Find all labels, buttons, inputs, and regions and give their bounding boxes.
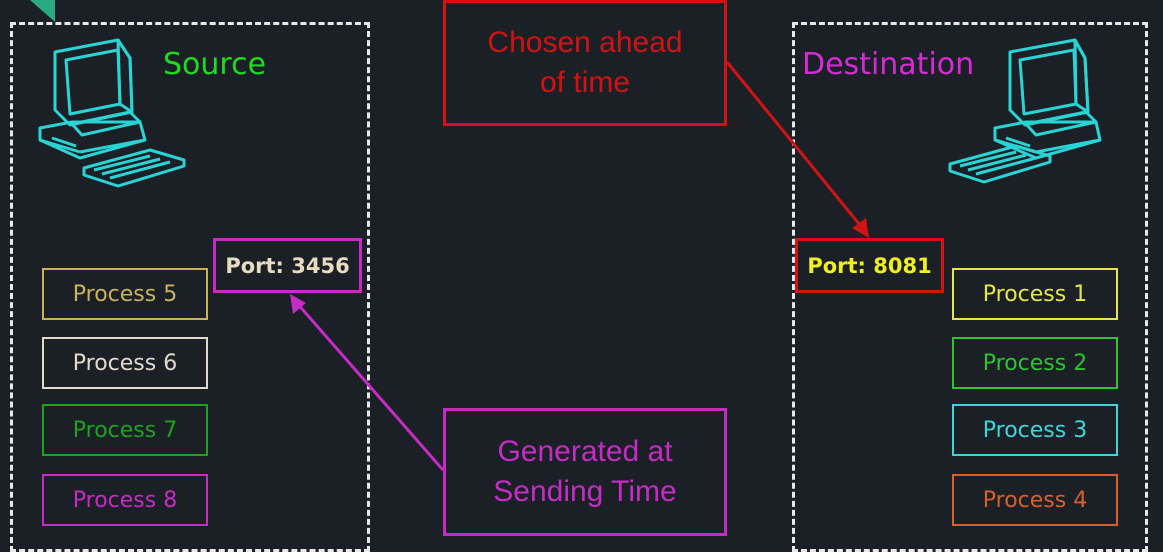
destination-container [792,22,1148,552]
source-port-label: Port: 3456 [213,238,362,293]
source-title: Source [163,47,267,82]
callout-bottom-line2: Sending Time [493,475,677,508]
chosen-ahead-callout: Chosen ahead of time [443,0,727,126]
generated-at-sending-time-callout: Generated at Sending Time [443,408,727,536]
destination-title: Destination [802,47,975,82]
destination-port-label: Port: 8081 [795,238,944,293]
callout-top-line1: Chosen ahead [487,26,683,59]
source-process-item: Process 6 [42,337,208,389]
source-process-item: Process 8 [42,474,208,526]
destination-process-item: Process 1 [952,268,1118,320]
destination-process-item: Process 2 [952,337,1118,389]
source-process-item: Process 5 [42,268,208,320]
callout-bottom-line1: Generated at [497,435,673,468]
destination-process-item: Process 4 [952,474,1118,526]
corner-marker [30,0,55,22]
destination-process-item: Process 3 [952,404,1118,456]
source-container [10,22,370,552]
source-process-item: Process 7 [42,404,208,456]
callout-top-line2: of time [539,66,631,99]
